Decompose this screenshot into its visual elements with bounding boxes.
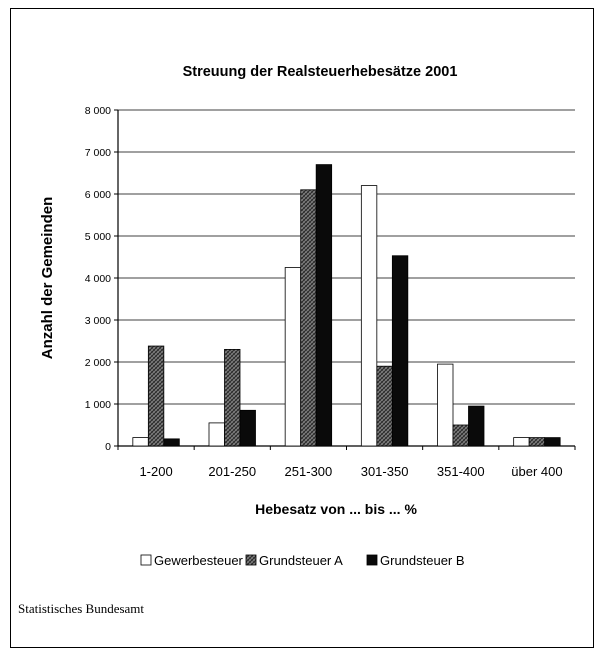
legend-label: Gewerbesteuer [154, 553, 244, 568]
bar-grundsteuer-a [224, 348, 241, 447]
x-tick-label: 301-350 [361, 464, 409, 479]
bar-grundsteuer-a [528, 437, 546, 447]
bar-gewerbesteuer [437, 363, 454, 447]
bar-grundsteuer-b [544, 437, 561, 447]
bar-grundsteuer-b [391, 255, 409, 447]
bar-gewerbesteuer [284, 267, 302, 447]
bar-grundsteuer-b [315, 164, 333, 447]
legend-label: Grundsteuer A [259, 553, 343, 568]
bar-grundsteuer-a [147, 345, 165, 447]
legend-swatch [140, 554, 152, 566]
bar-gewerbesteuer [208, 422, 225, 447]
y-tick-label: 7 000 [85, 147, 111, 159]
bar-grundsteuer-b [163, 438, 180, 447]
y-tick-label: 4 000 [85, 273, 111, 285]
y-tick-label: 5 000 [85, 231, 111, 243]
bar-grundsteuer-a [376, 365, 393, 447]
bar-grundsteuer-a [300, 189, 317, 447]
y-tick-label: 8 000 [85, 105, 111, 117]
legend-swatch [366, 554, 378, 566]
bar-gewerbesteuer [360, 185, 378, 447]
y-tick-label: 0 [105, 441, 111, 453]
bar-grundsteuer-a [452, 424, 469, 447]
source-note: Statistisches Bundesamt [18, 601, 145, 616]
x-tick-label: 251-300 [285, 464, 333, 479]
y-axis-label: Anzahl der Gemeinden [39, 197, 56, 360]
y-tick-label: 3 000 [85, 315, 111, 327]
legend-label: Grundsteuer B [380, 553, 465, 568]
legend-swatch [245, 554, 257, 566]
x-tick-label: 351-400 [437, 464, 485, 479]
x-tick-label: über 400 [511, 464, 562, 479]
bar-grundsteuer-b [239, 409, 256, 447]
x-axis-label: Hebesatz von ... bis ... % [255, 501, 417, 517]
x-tick-label: 1-200 [139, 464, 172, 479]
bar-gewerbesteuer [132, 437, 149, 447]
bar-gewerbesteuer [513, 437, 530, 447]
chart-title: Streuung der Realsteuerhebesätze 2001 [183, 64, 458, 80]
bar-chart: Streuung der Realsteuerhebesätze 2001 An… [39, 64, 576, 568]
bar-grundsteuer-b [468, 405, 485, 447]
y-tick-label: 2 000 [85, 357, 111, 369]
x-tick-label: 201-250 [208, 464, 256, 479]
y-tick-label: 6 000 [85, 189, 111, 201]
y-tick-label: 1 000 [85, 399, 111, 411]
